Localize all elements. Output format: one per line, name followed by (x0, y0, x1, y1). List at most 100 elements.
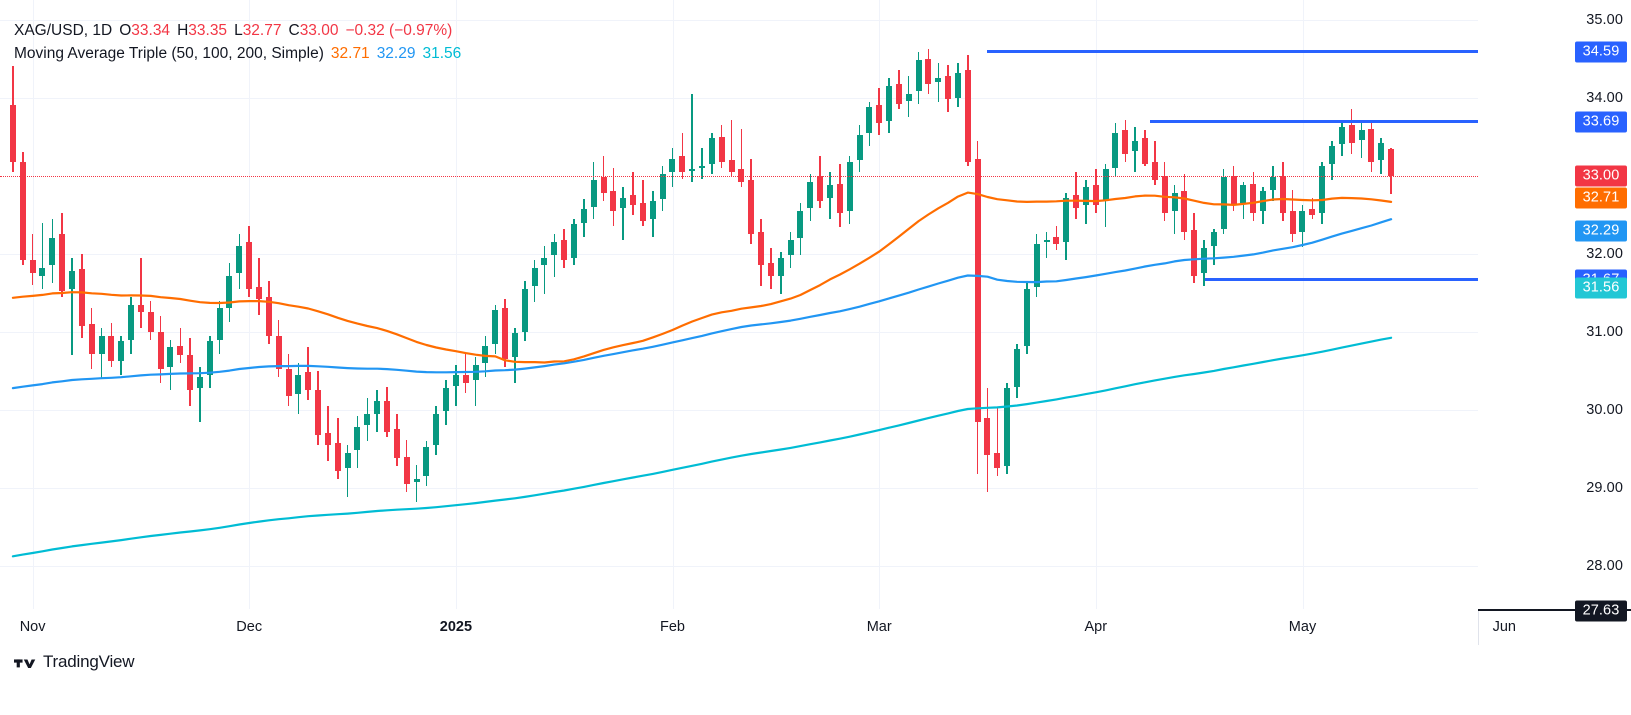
candle-body (817, 175, 824, 201)
candle-body (403, 456, 410, 485)
moving-average-lines (11, 191, 1393, 558)
candle-body (88, 324, 95, 354)
price-axis-label-33.00[interactable]: 33.00 (1575, 165, 1627, 187)
candle-body (630, 195, 637, 206)
candle-body (945, 75, 952, 100)
candle-body (797, 210, 804, 239)
price-axis-label-32.71[interactable]: 32.71 (1575, 187, 1627, 209)
horizontal-ray-33.69[interactable] (1149, 120, 1478, 124)
gridline-horizontal (0, 253, 1478, 255)
legend-indicator-row[interactable]: Moving Average Triple (50, 100, 200, Sim… (14, 43, 461, 64)
candle-body (137, 304, 144, 313)
time-axis-tick: Feb (660, 619, 685, 635)
candle-wick (474, 356, 477, 406)
time-axis[interactable]: Nov Dec 2025 Feb Mar Apr May Jun (0, 609, 1516, 645)
legend-open-label: O (119, 22, 132, 39)
candle-body (1269, 177, 1276, 190)
candle-wick (1360, 122, 1363, 159)
legend-indicator-name[interactable]: Moving Average Triple (50, 100, 200, Sim… (14, 45, 324, 62)
candle-body (1053, 236, 1060, 245)
gridline-vertical (672, 0, 674, 609)
price-axis-label-31.56[interactable]: 31.56 (1575, 277, 1627, 299)
gridline-horizontal (0, 566, 1478, 568)
candle-body (1082, 187, 1089, 206)
ma-200-line (11, 336, 1393, 558)
candle-body (659, 174, 666, 200)
ma-50-line (11, 191, 1393, 364)
horizontal-ray-31.67[interactable] (1204, 278, 1478, 281)
legend-change: −0.32 (−0.97%) (345, 22, 453, 39)
candle-wick (179, 327, 182, 363)
legend-ohlc-row[interactable]: XAG/USD, 1D O33.34 H33.35 L32.77 C33.00 −0.32… (14, 20, 461, 41)
price-axis-label-33.69[interactable]: 33.69 (1575, 111, 1627, 133)
price-axis-label-32.29[interactable]: 32.29 (1575, 220, 1627, 242)
last-price-line (0, 175, 1478, 177)
gridline-vertical (455, 0, 457, 609)
chart-plot-area[interactable] (0, 0, 1478, 609)
candle-body (649, 200, 656, 219)
candle-body (866, 107, 873, 133)
candle-body (895, 83, 902, 104)
candle-body (492, 310, 499, 344)
candle-body (256, 286, 263, 299)
candle-body (177, 345, 184, 356)
candle-wick (1213, 228, 1215, 266)
time-axis-tick: Jun (1492, 619, 1516, 635)
legend-high-label: H (177, 22, 189, 39)
candle-body (443, 388, 450, 412)
candle-body (561, 239, 568, 260)
candle-body (777, 257, 784, 276)
ma-100-line (11, 218, 1393, 390)
time-axis-tick: Apr (1084, 619, 1108, 635)
candle-body (285, 369, 292, 396)
candle-wick (1045, 231, 1048, 258)
candle-wick (642, 179, 644, 227)
candle-body (728, 160, 735, 172)
time-axis-tick: 2025 (439, 619, 473, 635)
candle-wick (681, 132, 684, 180)
candle-body (196, 377, 203, 388)
candle-body (393, 429, 400, 459)
price-axis-tick: 31.00 (1586, 323, 1623, 340)
candle-body (1279, 175, 1286, 214)
candle-wick (199, 367, 201, 422)
price-axis-label-34.59[interactable]: 34.59 (1575, 41, 1627, 62)
legend-symbol[interactable]: XAG/USD, 1D (14, 22, 113, 39)
candle-wick (730, 119, 733, 178)
chart-legend: XAG/USD, 1D O33.34 H33.35 L32.77 C33.00 −0.32… (14, 20, 461, 64)
time-axis-tick: Dec (236, 619, 263, 635)
candle-body (974, 158, 981, 422)
candle-wick (740, 128, 743, 188)
candle-body (1358, 130, 1365, 141)
candle-body (1151, 161, 1158, 180)
gridline-horizontal (0, 488, 1478, 489)
price-axis[interactable]: 35.00 34.00 32.00 31.00 30.00 29.00 28.00 34.59… (1478, 0, 1631, 609)
legend-ma50-value: 32.71 (330, 45, 370, 62)
candle-body (19, 161, 26, 260)
gridline-vertical (32, 0, 34, 609)
candle-body (354, 427, 361, 451)
candle-body (1181, 191, 1188, 232)
price-axis-tick: 29.00 (1586, 480, 1623, 496)
candle-body (1171, 192, 1178, 211)
candle-body (807, 181, 814, 209)
candle-body (344, 452, 351, 469)
candle-body (423, 447, 430, 477)
time-axis-tick: Nov (19, 619, 46, 635)
horizontal-ray-34.59[interactable] (987, 50, 1478, 53)
candle-body (994, 452, 1001, 469)
candle-body (639, 203, 646, 221)
candle-body (600, 177, 607, 193)
candle-body (1319, 166, 1326, 214)
candle-body (265, 296, 272, 336)
candle-wick (553, 234, 556, 278)
candle-body (1388, 149, 1395, 176)
candle-wick (464, 353, 467, 393)
candle-body (698, 166, 705, 168)
gridline-vertical (879, 0, 881, 609)
price-axis-label-27.63[interactable]: 27.63 (1575, 600, 1627, 622)
candle-body (669, 158, 676, 172)
candle-body (275, 335, 282, 370)
candle-body (846, 161, 853, 211)
candle-body (128, 304, 135, 340)
